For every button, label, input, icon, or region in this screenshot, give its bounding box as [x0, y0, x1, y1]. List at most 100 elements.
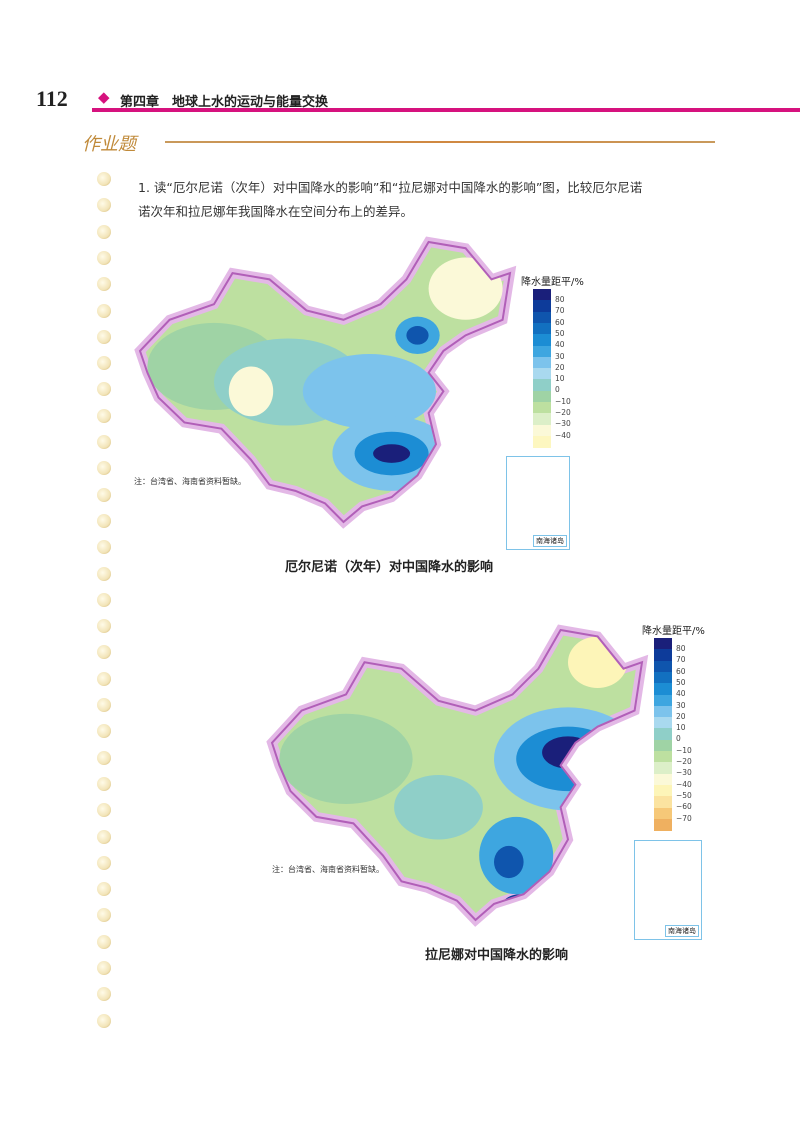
binder-hole — [97, 382, 111, 397]
map-caption: 厄尔尼诺（次年）对中国降水的影响 — [285, 560, 494, 575]
legend-swatch — [654, 649, 672, 662]
binder-hole — [97, 540, 111, 555]
binder-hole — [97, 487, 111, 502]
south-china-sea-inset: 南海诸岛 — [506, 456, 570, 550]
precipitation-zone — [228, 366, 274, 417]
legend-label: −20 — [555, 408, 571, 417]
legend-swatch — [654, 762, 672, 775]
binder-hole — [97, 408, 111, 423]
binder-hole — [97, 356, 111, 371]
legend-label: 20 — [676, 711, 686, 721]
section-title: 作业题 — [82, 134, 136, 155]
legend-label: 0 — [555, 385, 560, 395]
precipitation-zone — [494, 845, 524, 879]
legend-swatch — [654, 683, 672, 696]
binder-hole — [97, 724, 111, 739]
binder-hole — [97, 461, 111, 476]
binder-hole — [97, 329, 111, 344]
south-china-sea-inset: 南海诸岛 — [634, 840, 702, 940]
legend-swatch — [654, 717, 672, 730]
binder-hole — [97, 303, 111, 318]
legend-swatch — [533, 322, 551, 335]
legend-label: 60 — [555, 317, 565, 327]
chapter-title: 第四章 地球上水的运动与能量交换 — [120, 95, 329, 110]
legend-swatch — [654, 796, 672, 809]
legend-label: 50 — [676, 677, 686, 687]
precipitation-zone — [428, 257, 503, 320]
binder-hole — [97, 829, 111, 844]
legend-label: −70 — [676, 813, 692, 823]
legend-swatch — [654, 694, 672, 707]
legend-label: 30 — [555, 351, 565, 361]
la-nina-map — [266, 624, 649, 927]
header-rule — [92, 108, 800, 112]
binder-hole — [97, 671, 111, 686]
legend-label: 70 — [555, 306, 565, 316]
legend-swatch — [533, 379, 551, 392]
legend-swatch — [654, 671, 672, 684]
legend-swatch — [533, 368, 551, 381]
map-caption: 拉尼娜对中国降水的影响 — [425, 948, 569, 963]
legend-label: 80 — [676, 644, 686, 653]
legend-label: −40 — [555, 430, 571, 440]
legend-label: 10 — [676, 723, 686, 733]
binder-hole — [97, 172, 111, 186]
legend-swatch — [533, 289, 551, 301]
legend-swatch — [533, 356, 551, 369]
legend-swatch — [654, 660, 672, 673]
legend-swatch — [533, 424, 551, 437]
border-line — [138, 240, 512, 524]
binder-hole — [97, 198, 111, 213]
precipitation-zone — [302, 354, 436, 429]
legend-swatch — [533, 334, 551, 347]
section-rule — [165, 141, 715, 143]
legend-label: 20 — [555, 362, 565, 372]
legend-swatch — [533, 402, 551, 414]
legend-swatch — [654, 751, 672, 763]
map-note: 注：台湾省、海南省资料暂缺。 — [134, 477, 246, 486]
legend-swatch — [533, 300, 551, 313]
binder-hole — [97, 277, 111, 292]
legend-swatch — [654, 705, 672, 718]
inset-label: 南海诸岛 — [665, 925, 699, 937]
diamond-icon: ◆ — [98, 88, 110, 106]
legend-swatch — [654, 807, 672, 820]
legend-label: 10 — [555, 374, 565, 384]
binder-hole — [97, 987, 111, 1002]
legend-label: −30 — [676, 768, 692, 778]
precipitation-zone — [579, 855, 617, 908]
legend-title: 降水量距平/% — [642, 626, 705, 637]
legend-label: 40 — [676, 689, 686, 699]
binder-hole — [97, 224, 111, 239]
question-line-1: 1. 读“厄尔尼诺（次年）对中国降水的影响”和“拉尼娜对中国降水的影响”图，比较… — [138, 180, 643, 195]
legend-swatch — [533, 311, 551, 324]
binder-hole — [97, 435, 111, 449]
binder-hole — [97, 803, 111, 818]
legend-swatch — [533, 390, 551, 403]
binder-hole — [97, 961, 111, 975]
legend-swatch — [533, 413, 551, 426]
legend-swatch — [533, 345, 551, 358]
precipitation-zone — [406, 326, 429, 345]
legend-label: 50 — [555, 328, 565, 338]
el-nino-map — [134, 236, 517, 529]
border-line — [270, 628, 644, 922]
legend-swatch — [654, 773, 672, 786]
legend-label: −60 — [676, 802, 692, 812]
legend-title: 降水量距平/% — [521, 277, 584, 288]
precipitation-zone — [373, 444, 411, 463]
legend-label: −30 — [555, 419, 571, 429]
legend-swatch — [654, 784, 672, 797]
map-note: 注：台湾省、海南省资料暂缺。 — [272, 865, 384, 874]
legend-label: 40 — [555, 340, 565, 350]
binder-hole — [97, 513, 111, 528]
legend-label: 60 — [676, 666, 686, 676]
legend-label: −20 — [676, 757, 692, 766]
legend-swatch — [654, 739, 672, 752]
legend-swatch — [654, 818, 672, 831]
legend-label: 80 — [555, 295, 565, 304]
question-line-2: 诺次年和拉尼娜年我国降水在空间分布上的差异。 — [138, 204, 414, 219]
binder-hole — [97, 750, 111, 765]
binder-hole — [97, 934, 111, 949]
